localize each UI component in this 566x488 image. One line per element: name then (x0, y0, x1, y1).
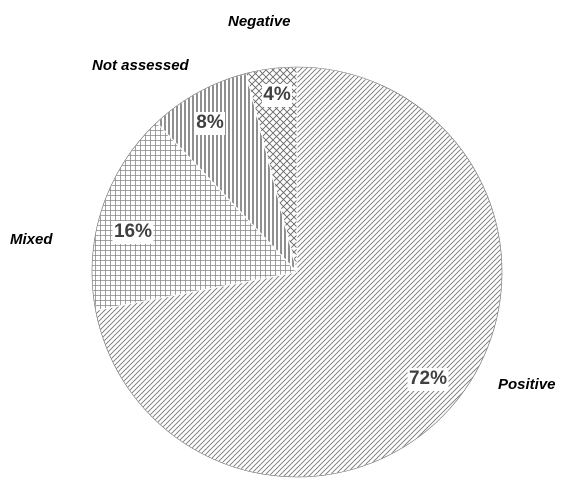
value-label-positive: 72% (409, 368, 447, 389)
value-label-negative: 4% (263, 84, 291, 105)
value-label-mixed: 16% (114, 221, 152, 242)
pie-category-labels: Positive Mixed Not assessed Negative (10, 13, 556, 393)
value-label-bg-negative (262, 84, 292, 107)
category-label-negative: Negative (228, 13, 291, 30)
value-label-bg-positive (407, 368, 449, 391)
pie-slices (91, 66, 503, 478)
value-label-bg-not-assessed (195, 112, 225, 135)
pie-value-labels: 72% 16% 8% 4% (112, 84, 449, 391)
category-label-mixed: Mixed (10, 231, 53, 248)
value-label-bg-mixed (112, 221, 154, 244)
value-label-not-assessed: 8% (196, 112, 224, 133)
category-label-not-assessed: Not assessed (92, 57, 190, 74)
category-label-positive: Positive (498, 376, 556, 393)
pie-outline (91, 66, 503, 478)
